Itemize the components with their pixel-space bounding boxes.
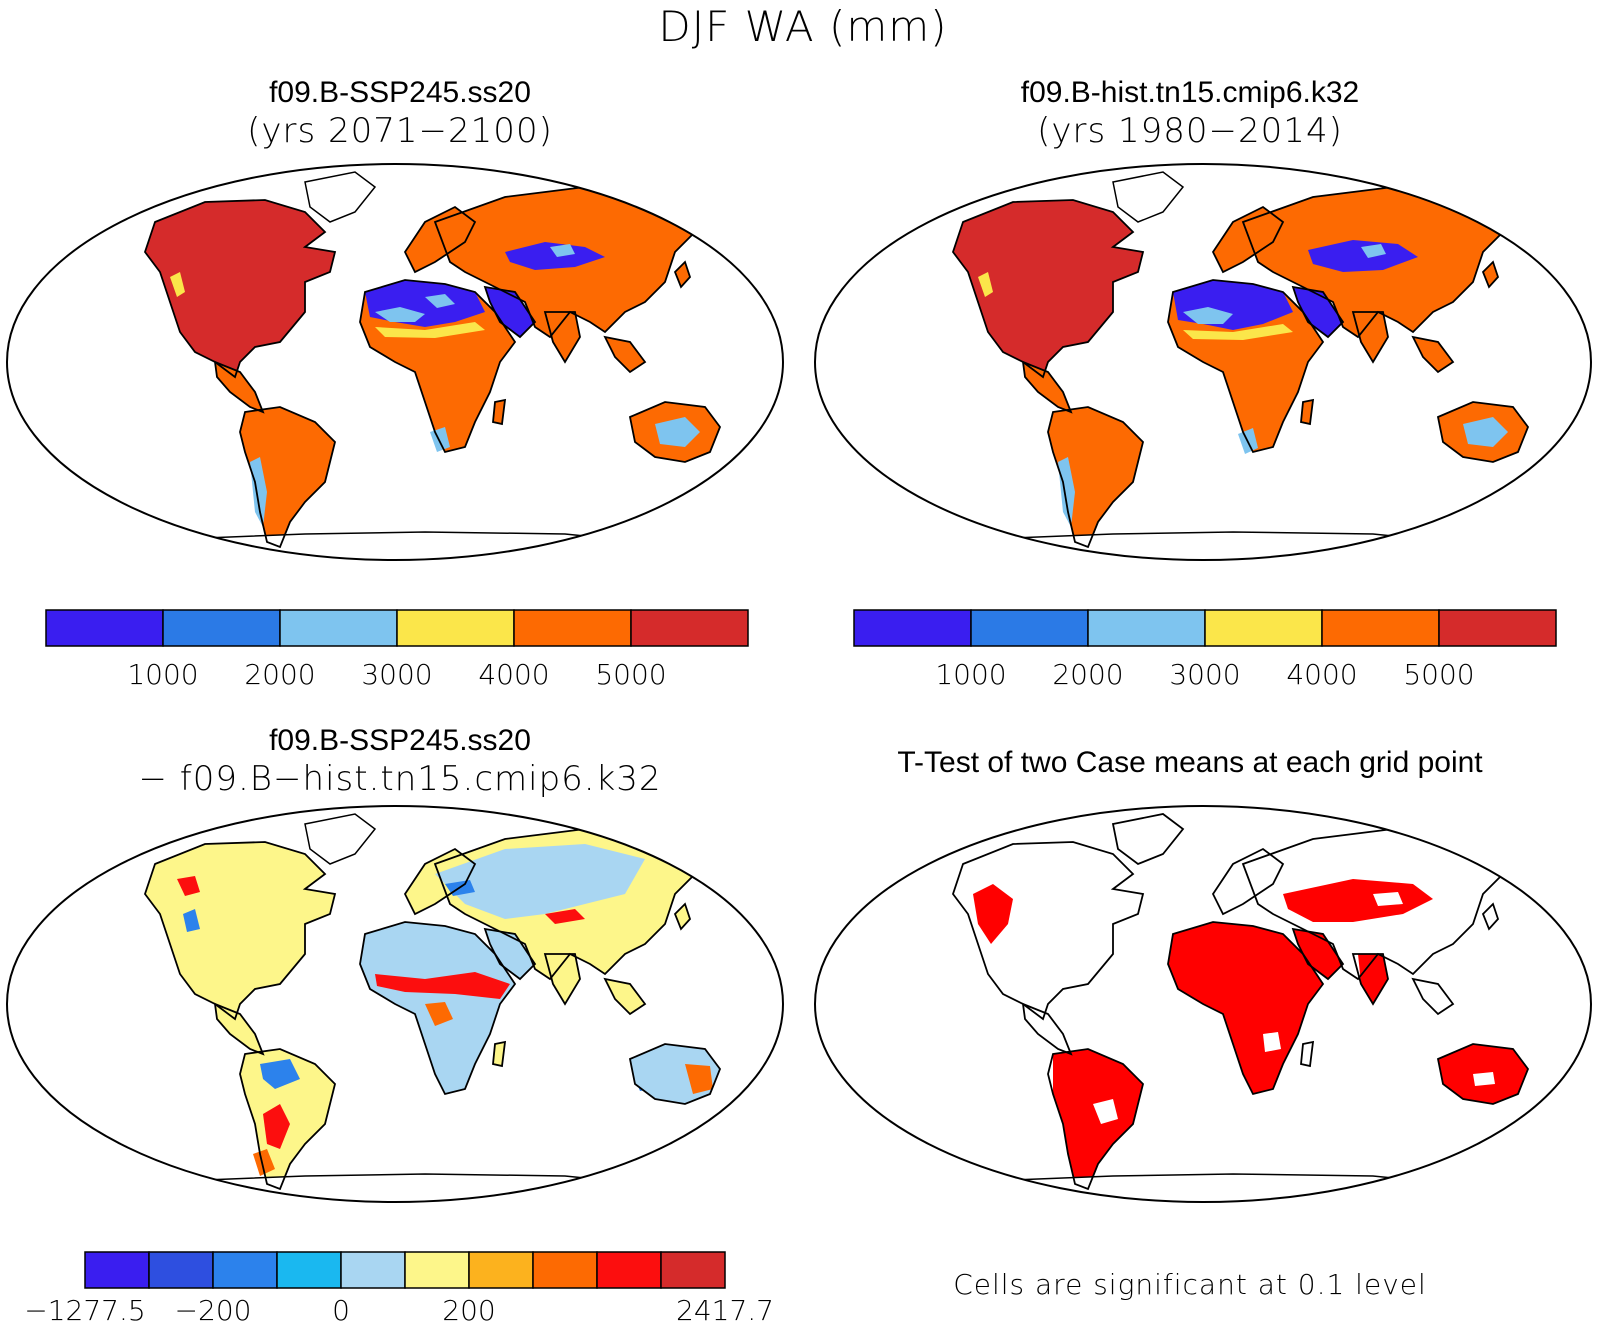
panel-diff-title: f09.B-SSP245.ss20 [269, 724, 531, 757]
panel-ttest-title-block: T-Test of two Case means at each grid po… [810, 744, 1570, 782]
region-sahel [978, 272, 1293, 340]
colorbar-hist: 1000 2000 3000 4000 5000 [853, 609, 1557, 688]
region-eurasia-wet [435, 844, 645, 919]
region-australia-interior [655, 417, 700, 447]
colorbar-tick-label: 1000 [935, 658, 1006, 688]
colorbar-box [148, 1251, 214, 1289]
colorbar-tick-label: 3000 [1169, 658, 1240, 688]
colorbar-box [1321, 609, 1440, 647]
panel-hist-title: f09.B-hist.tn15.cmip6.k32 [1020, 76, 1360, 109]
colorbar-tick-label: −1277.5 [24, 1294, 145, 1323]
ttest-note: Cells are significant at 0.1 level [953, 1268, 1427, 1301]
map-frame [814, 163, 1592, 561]
region-moderate-increase [253, 1002, 453, 1176]
colorbar-tick-label: 4000 [478, 658, 549, 688]
panel-hist-title-block: f09.B-hist.tn15.cmip6.k32 (yrs 1980−2014… [810, 74, 1570, 150]
region-sahara-edge [1183, 244, 1386, 324]
map-frame [6, 163, 784, 561]
colorbar-hist-boxes [853, 609, 1557, 647]
colorbar-box [853, 609, 972, 647]
panel-ttest-title: T-Test of two Case means at each grid po… [897, 746, 1483, 779]
colorbar-tick-label: 4000 [1286, 658, 1357, 688]
figure-title: DJF WA (mm) [658, 2, 948, 51]
colorbar-diff-boxes [84, 1251, 726, 1289]
colorbar-box [396, 609, 515, 647]
map-future [6, 163, 784, 561]
panel-diff-subtitle: − f09.B−hist.tn15.cmip6.k32 [138, 759, 662, 799]
region-sahel-increase [177, 876, 585, 1149]
panel-future-title: f09.B-SSP245.ss20 [269, 76, 531, 109]
colorbar-tick-label: 200 [442, 1294, 495, 1323]
map-frame [6, 805, 784, 1203]
colorbar-tick-label: 2417.7 [676, 1294, 774, 1323]
map-ttest [814, 805, 1592, 1203]
colorbar-box [970, 609, 1089, 647]
colorbar-box [404, 1251, 470, 1289]
map-diff [6, 805, 784, 1203]
colorbar-box [279, 609, 398, 647]
colorbar-box [340, 1251, 406, 1289]
region-sahara-edge [375, 244, 575, 322]
map-frame [814, 805, 1592, 1203]
panel-diff-title-block: f09.B-SSP245.ss20 − f09.B−hist.tn15.cmip… [40, 722, 760, 798]
region-sahel [170, 272, 485, 338]
region-significant [973, 879, 1528, 1189]
colorbar-box [162, 609, 281, 647]
panel-hist-subtitle: (yrs 1980−2014) [1037, 111, 1343, 151]
colorbar-future-boxes [45, 609, 749, 647]
colorbar-future: 1000 2000 3000 4000 5000 [45, 609, 749, 688]
panel-future-subtitle: (yrs 2071−2100) [247, 111, 553, 151]
colorbar-box [45, 609, 164, 647]
colorbar-tick-label: 5000 [1403, 658, 1474, 688]
colorbar-box [1204, 609, 1323, 647]
region-not-significant [1093, 892, 1495, 1124]
colorbar-box [84, 1251, 150, 1289]
colorbar-box [468, 1251, 534, 1289]
colorbar-box [630, 609, 749, 647]
colorbar-box [596, 1251, 662, 1289]
colorbar-box [660, 1251, 726, 1289]
panel-future-title-block: f09.B-SSP245.ss20 (yrs 2071−2100) [40, 74, 760, 150]
colorbar-tick-label: 2000 [1052, 658, 1123, 688]
colorbar-box [532, 1251, 598, 1289]
colorbar-box [1438, 609, 1557, 647]
colorbar-tick-label: 5000 [595, 658, 666, 688]
colorbar-box [276, 1251, 342, 1289]
colorbar-tick-label: −200 [175, 1294, 252, 1323]
map-hist [814, 163, 1592, 561]
colorbar-box [212, 1251, 278, 1289]
colorbar-tick-label: 2000 [244, 658, 315, 688]
colorbar-diff: −1277.5 −200 0 200 2417.7 [24, 1251, 774, 1323]
colorbar-box [1087, 609, 1206, 647]
colorbar-box [513, 609, 632, 647]
region-australia-east [685, 1064, 713, 1094]
region-australia-interior [1463, 417, 1508, 447]
colorbar-tick-label: 1000 [127, 658, 198, 688]
colorbar-tick-label: 0 [332, 1294, 350, 1323]
colorbar-tick-label: 3000 [361, 658, 432, 688]
